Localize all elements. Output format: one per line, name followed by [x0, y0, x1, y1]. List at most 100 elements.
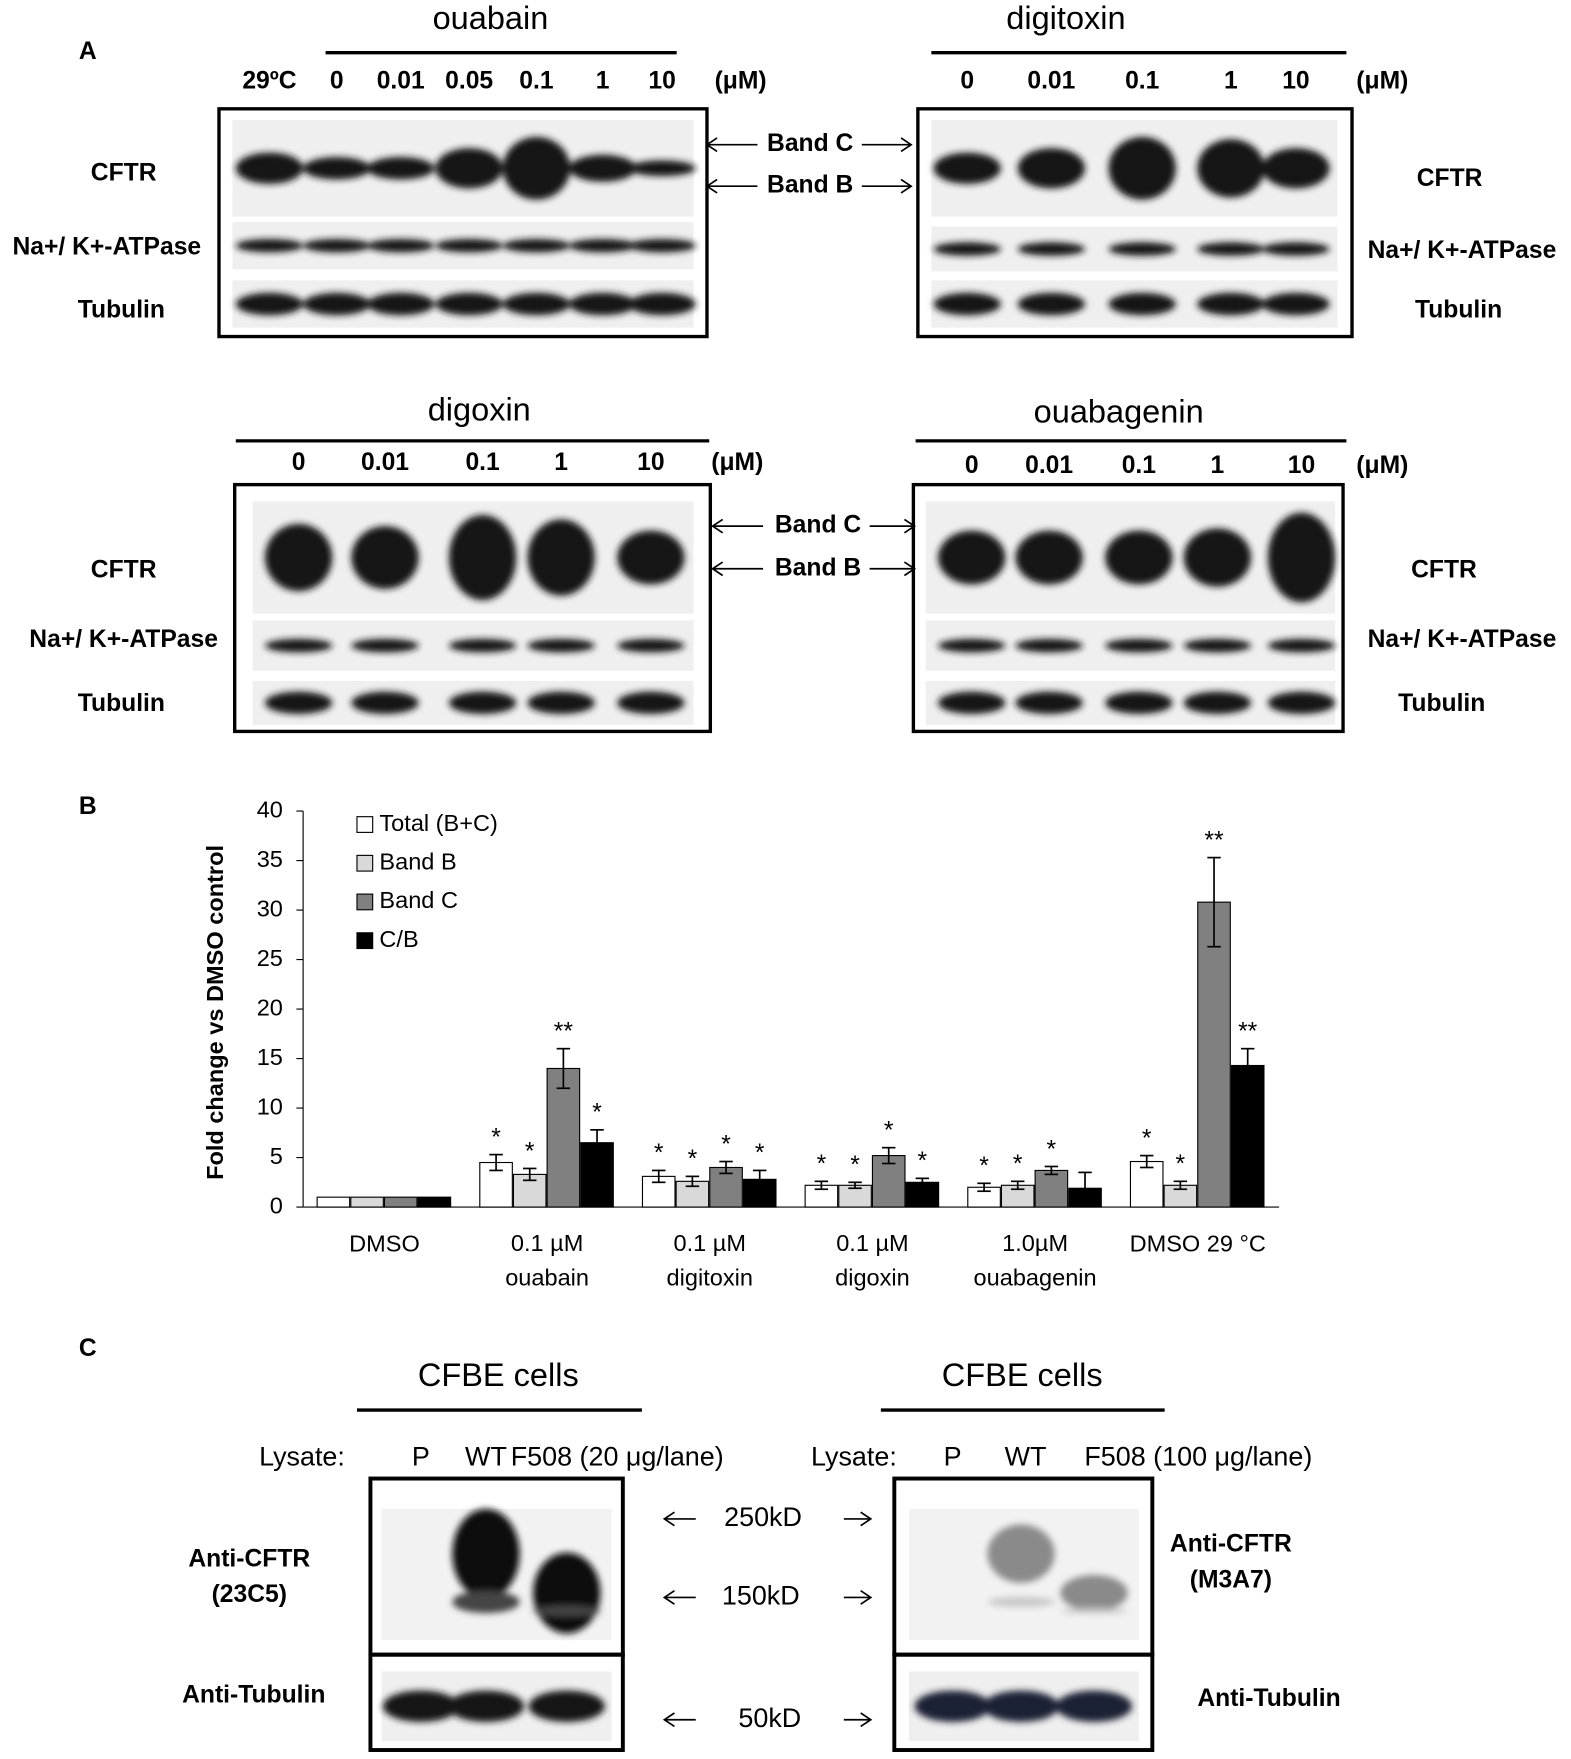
significance: * — [979, 1153, 989, 1180]
y-tick-label: 30 — [257, 895, 283, 921]
legend-label: Total (B+C) — [379, 810, 497, 836]
band — [435, 292, 503, 316]
band — [628, 160, 696, 177]
band — [351, 638, 419, 653]
band — [435, 238, 503, 253]
band — [628, 238, 696, 253]
lane-label: 10 — [1282, 67, 1309, 94]
blot-title: digoxin — [428, 391, 531, 427]
significance: * — [1013, 1151, 1023, 1178]
bar — [316, 1196, 351, 1208]
significance: * — [755, 1140, 765, 1167]
bar — [1129, 1160, 1164, 1208]
significance: * — [1047, 1136, 1057, 1163]
bar — [350, 1196, 384, 1208]
significance: * — [884, 1117, 894, 1144]
significance: * — [491, 1124, 501, 1151]
arrow-head — [711, 518, 724, 534]
lane-label: 1 — [1211, 452, 1225, 479]
arrow-head — [900, 137, 913, 153]
mw-marker: 50kD — [738, 1703, 801, 1733]
lane-label: 0.05 — [445, 67, 493, 94]
legend-label: Band C — [379, 887, 458, 913]
band — [502, 238, 571, 253]
band — [1183, 691, 1252, 715]
band — [1267, 638, 1336, 653]
band — [303, 157, 371, 180]
band — [1183, 528, 1252, 587]
arrow-head — [711, 561, 724, 577]
arrow-head — [705, 178, 718, 194]
lane-label: 0 — [330, 67, 344, 94]
blot-bands — [264, 638, 685, 653]
legend-label: C/B — [379, 926, 418, 952]
bar — [546, 1067, 581, 1208]
y-axis-label: Fold change vs DMSO control — [202, 845, 228, 1180]
band — [447, 1690, 525, 1722]
band — [303, 238, 371, 253]
x-tick-label: 0.1 µM digitoxin — [667, 1230, 753, 1290]
band — [235, 152, 304, 184]
band — [527, 638, 595, 653]
arrow-head — [662, 1712, 675, 1728]
lane-label: F508 (100 μg/lane) — [1084, 1441, 1312, 1471]
row-label: Tubulin — [1415, 296, 1502, 323]
row-label: Tubulin — [1398, 690, 1485, 717]
blot-title: ouabain — [433, 0, 549, 36]
band — [452, 1590, 520, 1614]
band — [568, 154, 637, 182]
band — [933, 292, 1001, 316]
lane-label: F508 (20 μg/lane) — [511, 1441, 724, 1471]
y-tick-label: 10 — [257, 1093, 283, 1119]
band — [1108, 136, 1176, 200]
row-label: Anti-Tubulin — [182, 1682, 325, 1709]
arrow-head — [900, 178, 913, 194]
blot-box — [911, 482, 1345, 734]
blot-bands — [938, 512, 1336, 603]
lane-label: 1 — [554, 449, 568, 476]
band — [1262, 148, 1330, 189]
lane-label: 10 — [648, 67, 675, 94]
bar — [1197, 901, 1231, 1208]
band — [1262, 242, 1330, 256]
band — [528, 1690, 605, 1722]
lane-label: WT — [465, 1441, 507, 1471]
significance: * — [721, 1131, 731, 1158]
band — [914, 1690, 991, 1722]
band — [568, 238, 637, 253]
lane-label: 0.1 — [519, 67, 554, 94]
lysate-label: Lysate: — [811, 1441, 897, 1471]
panel-label: C — [79, 1335, 97, 1362]
legend-swatch — [356, 854, 374, 872]
y-tick-label: 20 — [257, 994, 283, 1020]
lane-label: 29ºC — [242, 67, 296, 94]
band — [1060, 1575, 1128, 1611]
blot-bands — [235, 238, 696, 253]
row-label: CFTR — [1417, 165, 1483, 192]
significance: ** — [1238, 1018, 1258, 1045]
band — [617, 530, 685, 585]
blot-title: digitoxin — [1006, 0, 1125, 36]
lane-label: 0.01 — [1027, 67, 1075, 94]
band — [933, 242, 1001, 256]
band — [367, 292, 435, 316]
lane-label: 1 — [596, 67, 610, 94]
significance: * — [1142, 1125, 1152, 1152]
row-label: CFTR — [1411, 557, 1477, 584]
row-label: Anti-CFTR (M3A7) — [1170, 1530, 1292, 1593]
band-label: Band C — [767, 130, 853, 157]
row-label: Na+/ K+-ATPase — [12, 233, 201, 260]
arrow-head — [860, 1590, 873, 1605]
unit-label: (μM) — [1356, 452, 1408, 479]
row-label: Tubulin — [78, 296, 165, 323]
legend-label: Band B — [379, 848, 456, 874]
band — [938, 638, 1006, 653]
blot-box — [217, 107, 709, 339]
bar — [1230, 1064, 1265, 1208]
row-label: CFTR — [91, 159, 157, 186]
band — [452, 1508, 520, 1599]
lane-label: 0.01 — [1025, 452, 1073, 479]
band — [448, 514, 517, 601]
band — [367, 157, 435, 180]
blot-bands — [914, 1690, 1133, 1722]
